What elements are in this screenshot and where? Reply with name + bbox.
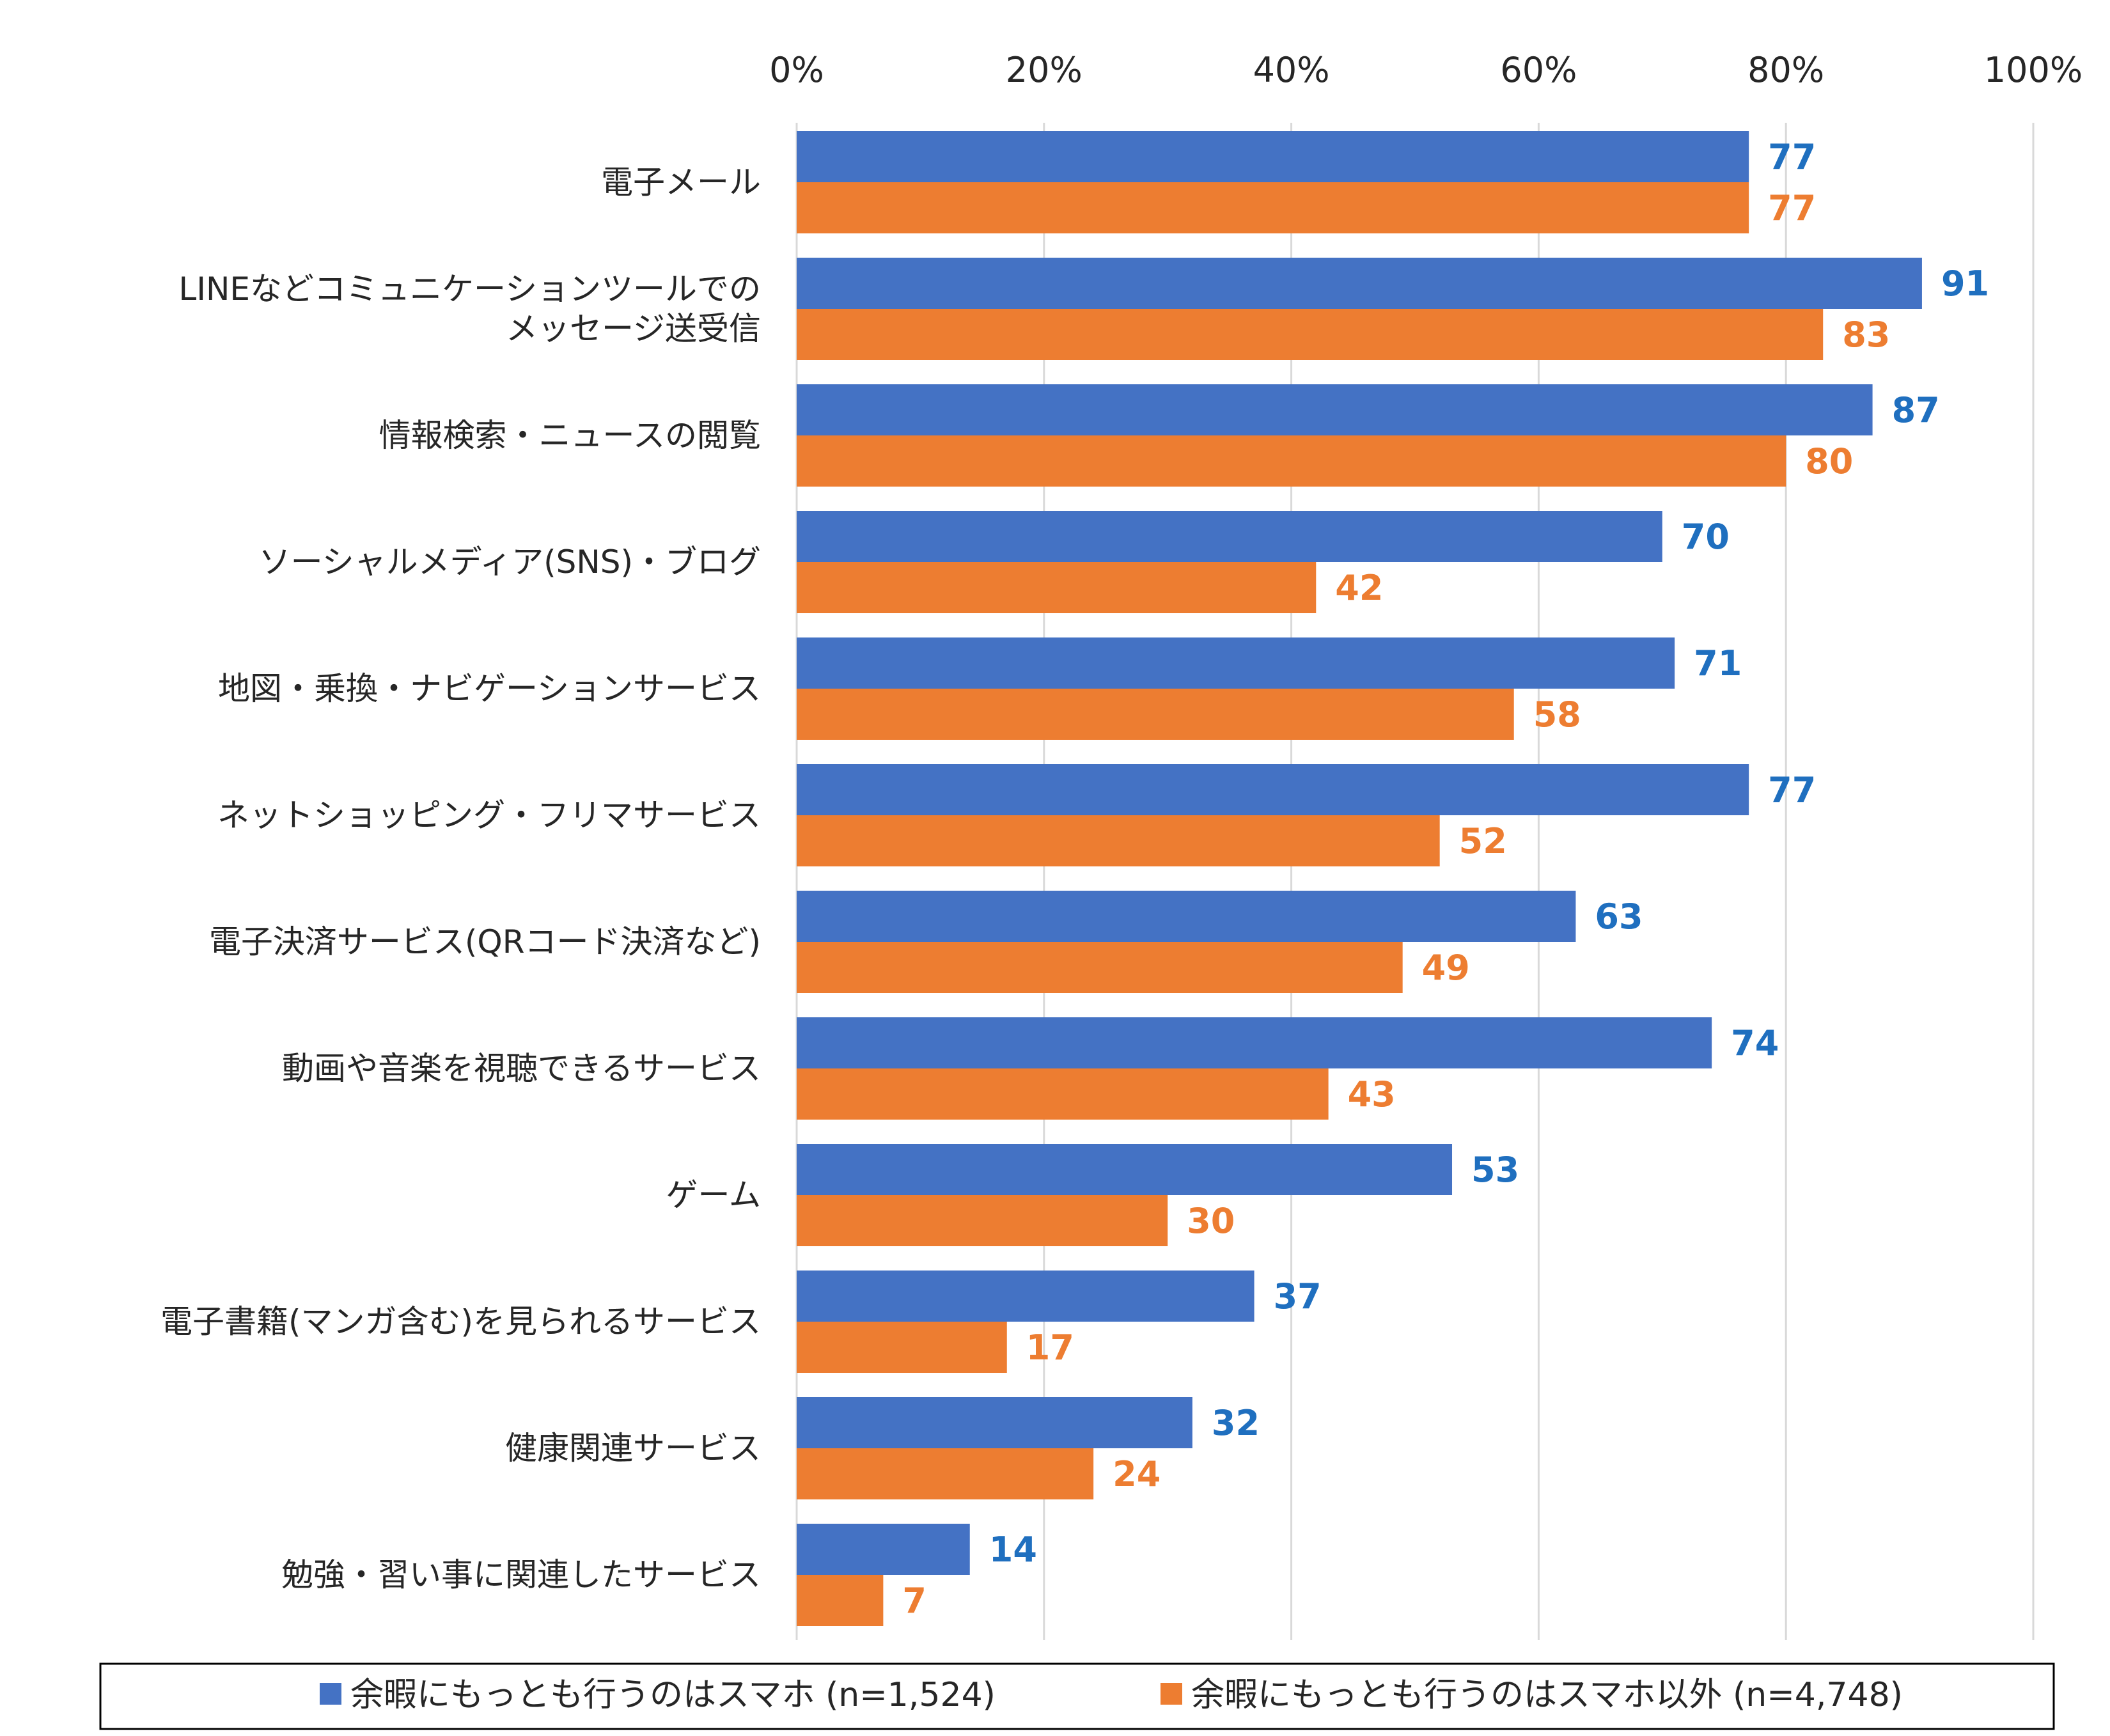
data-label-series-2: 83 [1842,315,1890,355]
bar-series-2 [797,1322,1007,1373]
data-label-series-1: 32 [1212,1403,1260,1443]
data-label-series-2: 49 [1422,948,1470,988]
category-label: 電子決済サービス(QRコード決済など) [209,923,761,960]
category-label: 健康関連サービス [505,1430,761,1467]
bar-series-1 [797,764,1749,815]
bar-series-1 [797,131,1749,182]
data-label-series-1: 91 [1941,263,1989,304]
bar-series-2 [797,1068,1329,1120]
category-label: LINEなどコミュニケーションツールでの [178,270,761,308]
bar-series-1 [797,1524,970,1575]
bar-series-2 [797,1195,1168,1246]
bar-series-2 [797,689,1514,740]
data-label-series-1: 37 [1274,1276,1322,1317]
category-label: 電子書籍(マンガ含む)を見られるサービス [160,1303,761,1340]
bar-series-1 [797,637,1675,689]
category-label: ゲーム [666,1177,762,1214]
category-label: ネットショッピング・フリマサービス [217,797,761,834]
data-label-series-2: 42 [1335,568,1383,608]
x-tick-label: 60% [1500,50,1577,90]
x-tick-label: 40% [1253,50,1330,90]
legend-label-series-1: 余暇にもっとも行うのはスマホ (n=1,524) [350,1676,996,1714]
data-label-series-1: 70 [1682,517,1730,557]
bar-series-2 [797,1575,884,1626]
category-label: 地図・乗換・ナビゲーションサービス [218,670,761,707]
bar-series-2 [797,182,1749,233]
bar-series-1 [797,1271,1254,1322]
data-label-series-1: 74 [1731,1023,1779,1063]
data-label-series-2: 58 [1533,694,1581,735]
data-label-series-1: 63 [1595,896,1643,937]
data-labels: 77 91 87 70 71 77 63 74 53 37 32 14 77 83 80 42 58 52 49 43… [902,137,1989,1621]
bars [797,131,1922,1626]
category-label: 情報検索・ニュースの閲覧 [379,417,762,454]
x-tick-label: 0% [769,50,824,90]
data-label-series-1: 71 [1694,643,1742,684]
bar-series-1 [797,1017,1712,1068]
data-label-series-1: 77 [1768,770,1816,810]
data-label-series-1: 14 [989,1529,1037,1570]
data-label-series-2: 30 [1187,1201,1235,1241]
bar-series-1 [797,891,1576,942]
data-label-series-1: 87 [1892,390,1940,430]
data-label-series-2: 80 [1805,441,1853,481]
data-label-series-1: 53 [1471,1150,1519,1190]
data-label-series-2: 77 [1768,188,1816,228]
x-tick-label: 80% [1747,50,1824,90]
category-labels: 電子メール LINEなどコミュニケーションツールでのメッセージ送受信情報検索・ニュ… [160,164,761,1593]
data-label-series-1: 77 [1768,137,1816,177]
bar-series-1 [797,1144,1453,1195]
category-label: メッセージ送受信 [506,310,761,347]
legend-label-series-2: 余暇にもっとも行うのはスマホ以外 (n=4,748) [1191,1676,1903,1714]
bar-series-2 [797,815,1440,866]
bar-series-2 [797,562,1317,613]
bar-series-2 [797,309,1824,360]
bar-series-1 [797,1397,1192,1448]
legend-swatch-series-1 [320,1683,341,1705]
bar-series-1 [797,511,1662,562]
data-label-series-2: 43 [1348,1074,1396,1114]
data-label-series-2: 24 [1113,1454,1160,1494]
legend-frame [99,1662,2055,1730]
category-label: ソーシャルメディア(SNS)・ブログ [259,543,761,581]
category-label: 動画や音楽を視聴できるサービス [282,1050,761,1087]
x-tick-label: 20% [1006,50,1082,90]
bar-series-2 [797,942,1403,993]
x-axis-ticks: 0% 20% 40% 60% 80% 100% [769,50,2083,90]
gridlines [795,123,2035,1640]
bar-series-2 [797,1448,1094,1499]
legend-swatch-series-2 [1160,1683,1182,1705]
bar-series-2 [797,435,1786,487]
bar-series-1 [797,384,1873,435]
category-label: 勉強・習い事に関連したサービス [281,1556,761,1593]
bar-series-1 [797,258,1922,309]
category-label: 電子メール [601,164,761,201]
data-label-series-2: 17 [1026,1327,1074,1368]
x-tick-label: 100% [1984,50,2083,90]
data-label-series-2: 52 [1459,821,1507,861]
legend: 余暇にもっとも行うのはスマホ (n=1,524) 余暇にもっとも行うのはスマホ以… [99,1662,2055,1730]
data-label-series-2: 7 [902,1581,926,1621]
